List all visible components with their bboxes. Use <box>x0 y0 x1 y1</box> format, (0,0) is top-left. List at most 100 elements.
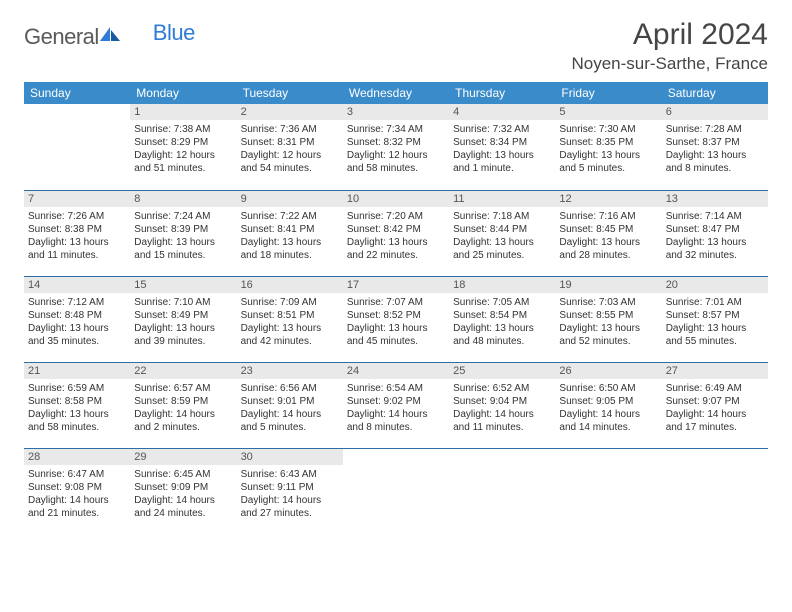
day-detail-line: Sunrise: 6:49 AM <box>666 382 764 395</box>
calendar-day-cell: 13 Sunrise: 7:14 AMSunset: 8:47 PMDayligh… <box>662 190 768 276</box>
day-detail-line: Sunrise: 6:52 AM <box>453 382 551 395</box>
day-detail-line: and 55 minutes. <box>666 335 764 348</box>
day-detail-line: Sunrise: 7:16 AM <box>559 210 657 223</box>
day-detail-line: Sunset: 8:37 PM <box>666 136 764 149</box>
day-number: 21 <box>24 363 130 379</box>
day-detail-line: and 52 minutes. <box>559 335 657 348</box>
day-details: Sunrise: 6:47 AMSunset: 9:08 PMDaylight:… <box>28 468 126 520</box>
day-detail-line: Sunset: 8:41 PM <box>241 223 339 236</box>
calendar-day-cell: 1Sunrise: 7:38 AMSunset: 8:29 PMDaylight… <box>130 104 236 190</box>
weekday-friday: Friday <box>555 82 661 104</box>
day-detail-line: Sunset: 8:38 PM <box>28 223 126 236</box>
calendar-day-cell <box>449 448 555 534</box>
day-detail-line: Sunrise: 6:45 AM <box>134 468 232 481</box>
day-details: Sunrise: 7:20 AMSunset: 8:42 PMDaylight:… <box>347 210 445 262</box>
day-detail-line: Daylight: 14 hours <box>28 494 126 507</box>
day-detail-line: and 35 minutes. <box>28 335 126 348</box>
day-number: 6 <box>662 104 768 120</box>
day-detail-line: Sunset: 8:32 PM <box>347 136 445 149</box>
day-detail-line: Sunrise: 7:03 AM <box>559 296 657 309</box>
weekday-header-row: Sunday Monday Tuesday Wednesday Thursday… <box>24 82 768 104</box>
day-details: Sunrise: 7:10 AMSunset: 8:49 PMDaylight:… <box>134 296 232 348</box>
day-detail-line: and 11 minutes. <box>28 249 126 262</box>
day-detail-line: Daylight: 13 hours <box>559 236 657 249</box>
calendar-day-cell: 8Sunrise: 7:24 AMSunset: 8:39 PMDaylight… <box>130 190 236 276</box>
day-detail-line: Sunrise: 6:43 AM <box>241 468 339 481</box>
day-number: 28 <box>24 449 130 465</box>
month-title: April 2024 <box>571 18 768 52</box>
day-detail-line: and 42 minutes. <box>241 335 339 348</box>
day-detail-line: Daylight: 14 hours <box>241 494 339 507</box>
day-detail-line: and 54 minutes. <box>241 162 339 175</box>
day-number: 4 <box>449 104 555 120</box>
calendar-day-cell: 2Sunrise: 7:36 AMSunset: 8:31 PMDaylight… <box>237 104 343 190</box>
day-detail-line: Sunrise: 7:38 AM <box>134 123 232 136</box>
day-detail-line: Sunset: 9:02 PM <box>347 395 445 408</box>
day-detail-line: Sunset: 8:58 PM <box>28 395 126 408</box>
day-details: Sunrise: 6:59 AMSunset: 8:58 PMDaylight:… <box>28 382 126 434</box>
day-detail-line: Sunset: 8:39 PM <box>134 223 232 236</box>
day-number: 14 <box>24 277 130 293</box>
day-detail-line: Sunrise: 7:01 AM <box>666 296 764 309</box>
calendar-week-row: 1Sunrise: 7:38 AMSunset: 8:29 PMDaylight… <box>24 104 768 190</box>
day-detail-line: and 58 minutes. <box>28 421 126 434</box>
day-number: 22 <box>130 363 236 379</box>
day-detail-line: Daylight: 14 hours <box>559 408 657 421</box>
day-details: Sunrise: 6:56 AMSunset: 9:01 PMDaylight:… <box>241 382 339 434</box>
day-detail-line: and 8 minutes. <box>347 421 445 434</box>
calendar-day-cell: 18Sunrise: 7:05 AMSunset: 8:54 PMDayligh… <box>449 276 555 362</box>
day-details: Sunrise: 7:14 AMSunset: 8:47 PMDaylight:… <box>666 210 764 262</box>
calendar-week-row: 28 Sunrise: 6:47 AMSunset: 9:08 PMDayligh… <box>24 448 768 534</box>
day-detail-line: Daylight: 13 hours <box>28 236 126 249</box>
day-details: Sunrise: 6:57 AMSunset: 8:59 PMDaylight:… <box>134 382 232 434</box>
calendar-day-cell: 4Sunrise: 7:32 AMSunset: 8:34 PMDaylight… <box>449 104 555 190</box>
day-number: 26 <box>555 363 661 379</box>
day-number: 23 <box>237 363 343 379</box>
day-detail-line: Daylight: 12 hours <box>347 149 445 162</box>
day-detail-line: Daylight: 13 hours <box>28 408 126 421</box>
day-detail-line: Sunset: 8:49 PM <box>134 309 232 322</box>
calendar-day-cell: 25Sunrise: 6:52 AMSunset: 9:04 PMDayligh… <box>449 362 555 448</box>
weekday-wednesday: Wednesday <box>343 82 449 104</box>
day-detail-line: Daylight: 13 hours <box>453 149 551 162</box>
day-detail-line: Sunrise: 6:50 AM <box>559 382 657 395</box>
day-detail-line: Daylight: 13 hours <box>666 236 764 249</box>
day-detail-line: Daylight: 13 hours <box>347 236 445 249</box>
logo-text-general: General <box>24 24 99 50</box>
day-detail-line: Daylight: 13 hours <box>134 322 232 335</box>
calendar-day-cell: 16Sunrise: 7:09 AMSunset: 8:51 PMDayligh… <box>237 276 343 362</box>
day-detail-line: and 11 minutes. <box>453 421 551 434</box>
calendar-week-row: 7Sunrise: 7:26 AMSunset: 8:38 PMDaylight… <box>24 190 768 276</box>
day-details: Sunrise: 7:05 AMSunset: 8:54 PMDaylight:… <box>453 296 551 348</box>
day-number: 12 <box>555 191 661 207</box>
day-number: 8 <box>130 191 236 207</box>
day-detail-line: Daylight: 14 hours <box>347 408 445 421</box>
day-detail-line: Sunset: 8:59 PM <box>134 395 232 408</box>
day-detail-line: Daylight: 14 hours <box>666 408 764 421</box>
day-detail-line: and 5 minutes. <box>559 162 657 175</box>
day-detail-line: and 15 minutes. <box>134 249 232 262</box>
calendar-day-cell: 21 Sunrise: 6:59 AMSunset: 8:58 PMDayligh… <box>24 362 130 448</box>
day-detail-line: Daylight: 13 hours <box>453 236 551 249</box>
day-detail-line: Daylight: 14 hours <box>453 408 551 421</box>
day-number: 13 <box>662 191 768 207</box>
day-detail-line: Sunrise: 7:30 AM <box>559 123 657 136</box>
day-detail-line: and 32 minutes. <box>666 249 764 262</box>
day-detail-line: and 51 minutes. <box>134 162 232 175</box>
day-detail-line: Sunset: 9:11 PM <box>241 481 339 494</box>
day-detail-line: Daylight: 14 hours <box>241 408 339 421</box>
calendar-day-cell: 27 Sunrise: 6:49 AMSunset: 9:07 PMDayligh… <box>662 362 768 448</box>
day-detail-line: Sunset: 8:47 PM <box>666 223 764 236</box>
day-detail-line: and 22 minutes. <box>347 249 445 262</box>
calendar-day-cell: 15Sunrise: 7:10 AMSunset: 8:49 PMDayligh… <box>130 276 236 362</box>
day-details: Sunrise: 6:50 AMSunset: 9:05 PMDaylight:… <box>559 382 657 434</box>
header: General Blue April 2024 Noyen-sur-Sarthe… <box>24 18 768 74</box>
calendar-day-cell: 11Sunrise: 7:18 AMSunset: 8:44 PMDayligh… <box>449 190 555 276</box>
day-detail-line: and 14 minutes. <box>559 421 657 434</box>
calendar-day-cell: 10Sunrise: 7:20 AMSunset: 8:42 PMDayligh… <box>343 190 449 276</box>
day-detail-line: Daylight: 13 hours <box>453 322 551 335</box>
day-detail-line: Sunrise: 6:59 AM <box>28 382 126 395</box>
day-detail-line: Sunrise: 7:14 AM <box>666 210 764 223</box>
day-details: Sunrise: 6:49 AMSunset: 9:07 PMDaylight:… <box>666 382 764 434</box>
day-number: 27 <box>662 363 768 379</box>
